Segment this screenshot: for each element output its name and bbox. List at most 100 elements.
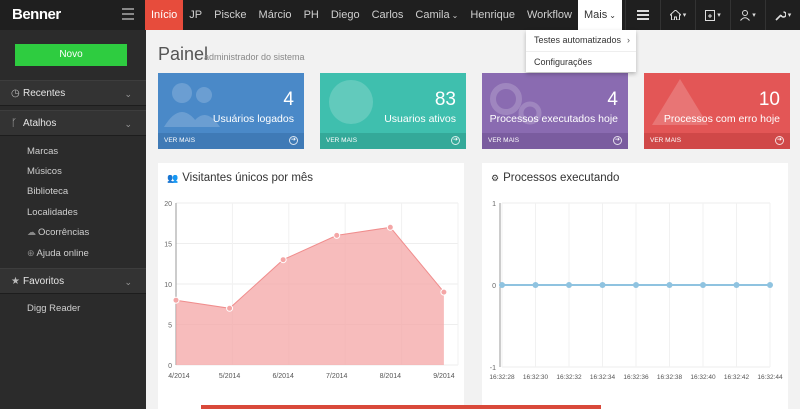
panel-processos: -1 0 1 16:32:28 16:32:30 16:32:32 16:32:34 16:3… (482, 163, 788, 409)
star-icon: ★ (11, 276, 20, 287)
mais-dropdown: Testes automatizados › Configurações (526, 30, 636, 72)
x-tick-label: 16:32:32 (556, 374, 582, 381)
nav-item-workflow[interactable]: Workflow (526, 9, 572, 21)
lifebuoy-icon: ⊕ (27, 248, 35, 258)
sidebar-section-label: Favoritos (23, 276, 65, 287)
stat-card-usuarios-ativos: 83 Usuarios ativos VER MAIS ➔ (320, 73, 466, 149)
card-footer[interactable]: VER MAIS ➔ (158, 133, 304, 149)
menu-toggle-icon[interactable] (122, 8, 134, 20)
main-nav: Início JP Piscke Márcio PH Diego Carlos … (145, 0, 622, 30)
nav-item-diego[interactable]: Diego (330, 9, 360, 21)
data-point (767, 282, 773, 288)
x-tick-label: 5/2014 (219, 373, 241, 380)
nav-item-mais[interactable]: Mais ⌄ (578, 0, 622, 30)
data-point (172, 296, 180, 304)
y-tick-label: 10 (164, 282, 172, 289)
stat-card-usuarios-logados: 4 Usuários logados VER MAIS ➔ (158, 73, 304, 149)
gears-icon (490, 83, 542, 125)
nav-item-mais-label: Mais (584, 9, 608, 21)
x-tick-label: 16:32:42 (724, 374, 750, 381)
data-point (279, 256, 287, 264)
x-tick-label: 7/2014 (326, 373, 348, 380)
sidebar-section-recentes[interactable]: ◷ Recentes ⌄ (0, 80, 146, 106)
arrow-circle-icon: ➔ (451, 136, 460, 145)
nav-item-henrique[interactable]: Henrique (470, 9, 515, 21)
warning-icon (652, 79, 708, 125)
dropdown-item-testes[interactable]: Testes automatizados › (526, 30, 636, 51)
nav-item-inicio[interactable]: Início (145, 0, 184, 30)
visitantes-area-chart: 0 5 10 15 20 4/2014 5/2014 6/2014 7/2014 8/2014 9/… (164, 201, 459, 380)
y-tick-label: 0 (168, 363, 172, 370)
chevron-down-icon: ⌄ (124, 89, 132, 99)
data-point (386, 223, 394, 231)
panel-title-text: Processos executando (503, 172, 620, 184)
topbar-actions: ▾ ▾ ▾ ▾ (625, 0, 800, 30)
chevron-down-icon: ⌄ (609, 11, 616, 20)
sidebar-item-musicos[interactable]: Músicos (27, 166, 62, 177)
data-point (532, 282, 539, 288)
arrow-circle-icon: ➔ (289, 136, 298, 145)
card-footer[interactable]: VER MAIS ➔ (320, 133, 466, 149)
see-more-link: VER MAIS (488, 137, 520, 144)
stat-label: Processos com erro hoje (663, 113, 780, 125)
nav-item-camila-label: Camila (415, 9, 450, 21)
nav-item-camila[interactable]: Camila ⌄ (409, 0, 464, 30)
list-menu-icon-glyph (637, 10, 649, 20)
wrench-icon[interactable]: ▾ (765, 0, 800, 30)
sidebar-section-atalhos[interactable]: ᚴ Atalhos ⌄ (0, 110, 146, 136)
sidebar-item-marcas[interactable]: Marcas (27, 146, 59, 157)
y-tick-label: 0 (492, 283, 496, 290)
document-icon[interactable]: ▾ (695, 0, 730, 30)
dropdown-item-configuracoes[interactable]: Configurações (526, 51, 636, 72)
user-icon[interactable]: ▾ (730, 0, 765, 30)
y-tick-label: 15 (164, 242, 172, 249)
chevron-down-icon: ⌄ (124, 277, 132, 287)
nav-item-marcio[interactable]: Márcio (258, 9, 292, 21)
data-point (733, 282, 740, 288)
gears-icon: ⚙ (491, 173, 500, 183)
data-point (633, 282, 639, 288)
x-tick-label: 16:32:28 (489, 374, 515, 381)
sidebar-item-biblioteca[interactable]: Biblioteca (27, 186, 69, 197)
card-footer[interactable]: VER MAIS ➔ (644, 133, 790, 149)
data-point (666, 282, 673, 288)
nav-item-jp[interactable]: JP (189, 9, 203, 21)
x-tick-label: 16:32:36 (623, 374, 649, 381)
sidebar-section-favoritos[interactable]: ★ Favoritos ⌄ (0, 268, 146, 294)
sidebar-item-localidades[interactable]: Localidades (27, 207, 78, 218)
branch-icon: ᚴ (11, 118, 17, 129)
stat-label: Usuários logados (212, 113, 294, 125)
nav-item-piscke[interactable]: Piscke (214, 9, 247, 21)
nav-item-carlos[interactable]: Carlos (371, 9, 404, 21)
x-tick-label: 16:32:38 (657, 374, 683, 381)
main-content: Painel administrador do sistema 4 Usuári… (146, 30, 800, 409)
sidebar-item-label: Ocorrências (38, 227, 90, 238)
card-footer[interactable]: VER MAIS ➔ (482, 133, 628, 149)
chevron-down-icon: ⌄ (124, 119, 132, 129)
sidebar-item-ajuda[interactable]: ⊕ Ajuda online (27, 248, 89, 259)
new-button[interactable]: Novo (15, 44, 127, 66)
cloud-icon: ☁ (27, 227, 36, 237)
stat-label: Usuarios ativos (384, 113, 456, 125)
top-navbar: Benner Início JP Piscke Márcio PH Diego … (0, 0, 800, 30)
chevron-down-icon: ▾ (752, 12, 756, 19)
data-point (499, 282, 505, 288)
home-icon[interactable]: ▾ (660, 0, 695, 30)
chevron-down-icon: ▾ (787, 12, 792, 19)
chevron-down-icon: ▾ (717, 12, 721, 19)
see-more-link: VER MAIS (650, 137, 682, 144)
sidebar-section-label: Atalhos (23, 118, 57, 129)
x-tick-label: 16:32:40 (690, 374, 716, 381)
sidebar-item-label: Ajuda online (36, 248, 89, 259)
data-point (333, 231, 341, 239)
nav-item-ph[interactable]: PH (303, 9, 319, 21)
data-point (700, 282, 706, 288)
stat-value: 4 (283, 89, 294, 110)
sidebar-item-digg-reader[interactable]: Digg Reader (27, 303, 81, 314)
brand-logo[interactable]: Benner (12, 6, 61, 23)
data-point (566, 282, 572, 288)
panel-visitantes: 0 5 10 15 20 4/2014 5/2014 6/2014 7/2014 8/2014 9/… (158, 163, 464, 409)
list-menu-icon[interactable] (625, 0, 660, 30)
sidebar-item-ocorrencias[interactable]: ☁ Ocorrências (27, 227, 89, 238)
chevron-down-icon: ⌄ (451, 11, 459, 20)
